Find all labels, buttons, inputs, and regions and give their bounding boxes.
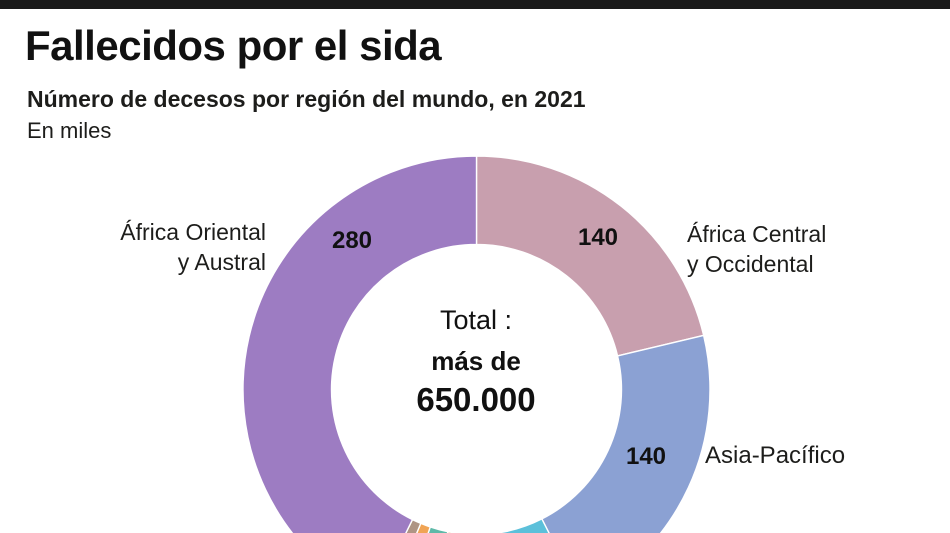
label-africa-oriental-austral: África Oriental y Austral — [120, 217, 266, 277]
donut-segment-2 — [491, 517, 550, 533]
top-bar — [0, 0, 950, 9]
total-label: Total : — [439, 305, 513, 335]
label-asia-pacifico: Asia-Pacífico — [705, 442, 846, 469]
label-line-1: África Central — [687, 221, 827, 247]
value-africa-central-occidental: 140 — [577, 224, 619, 251]
unit-note: En miles — [27, 118, 112, 143]
label-line-1: África Oriental — [120, 219, 266, 245]
donut-segment--frica-oriental-y-austral — [242, 155, 478, 533]
total-value: 650.000 — [416, 381, 536, 418]
total-prefix: más de — [431, 346, 521, 376]
label-line-2: y Occidental — [687, 251, 814, 277]
donut-segment--frica-central-y-occidental — [475, 155, 705, 357]
page-title: Fallecidos por el sida — [25, 22, 442, 69]
page-subtitle: Número de decesos por región del mundo, … — [27, 86, 586, 112]
donut-center-text: Total : más de 650.000 — [416, 303, 535, 419]
donut-segment-asia-pac-fico — [540, 334, 711, 533]
label-line-2: y Austral — [177, 249, 266, 275]
label-africa-central-occidental: África Central y Occidental — [687, 219, 826, 279]
value-asia-pacifico: 140 — [625, 443, 667, 470]
value-africa-oriental-austral: 280 — [331, 227, 373, 254]
